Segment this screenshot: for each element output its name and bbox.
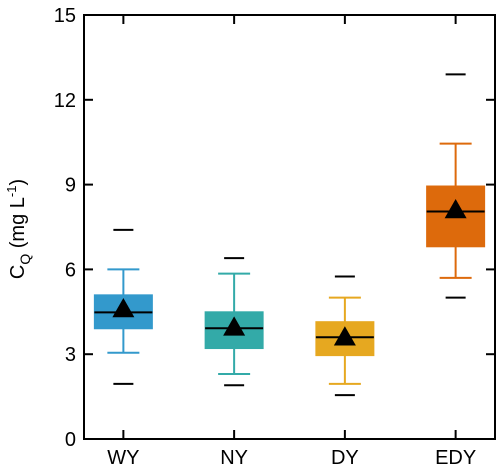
- y-tick-label: 15: [54, 5, 76, 27]
- y-tick-label: 6: [65, 259, 76, 281]
- y-tick-label: 12: [54, 90, 76, 112]
- mean-marker: [444, 199, 467, 219]
- y-axis-label-superscript: -1: [4, 186, 19, 198]
- box-ny: [204, 257, 264, 387]
- box-edy: [426, 73, 486, 299]
- plot-area: [93, 73, 486, 397]
- mean-marker: [223, 316, 246, 336]
- x-tick-label: EDY: [435, 447, 476, 469]
- mean-marker: [333, 326, 356, 346]
- box-dy: [315, 275, 375, 397]
- y-axis-label: CQ (mg L-1): [4, 179, 33, 279]
- y-tick-label: 3: [65, 344, 76, 366]
- y-axis-label-subscript: Q: [17, 254, 33, 265]
- y-axis: 0 3 6 9 12 15: [54, 5, 495, 451]
- y-axis-label-unit-close: ): [7, 179, 29, 186]
- plot-frame: [83, 14, 496, 440]
- x-axis: WY NY DY EDY: [107, 15, 476, 469]
- x-tick-label: WY: [107, 447, 139, 469]
- mean-marker: [112, 297, 135, 318]
- x-tick-label: DY: [331, 447, 359, 469]
- y-axis-label-unit: (mg L: [7, 197, 29, 254]
- y-axis-label-main: C: [7, 265, 29, 279]
- iqr-box: [426, 185, 486, 248]
- x-tick-label: NY: [220, 447, 248, 469]
- y-tick-label: 0: [65, 429, 76, 451]
- box-wy: [93, 228, 153, 385]
- y-tick-label: 9: [65, 175, 76, 197]
